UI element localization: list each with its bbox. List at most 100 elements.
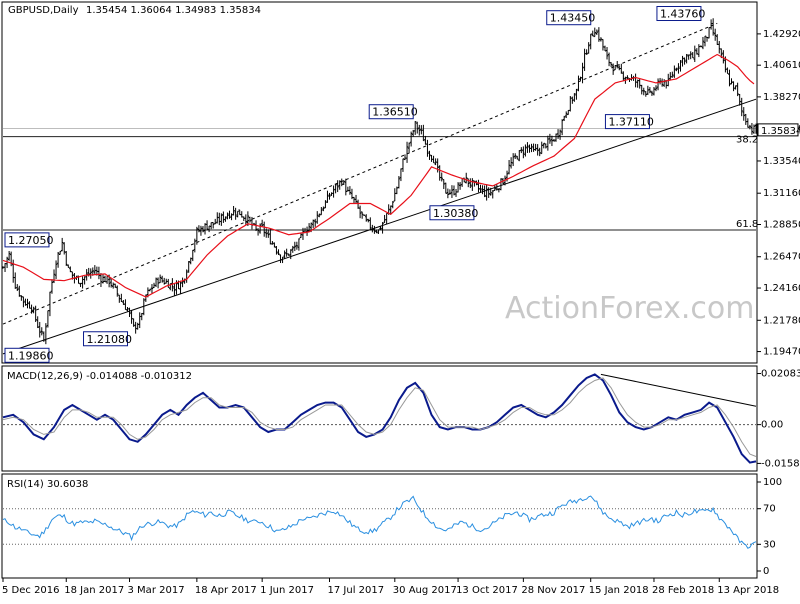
price-layer: 38.2 61.8 1.27050 1.19860 1.21080 1.36510 1.30… [1, 6, 758, 363]
rsi-header: RSI(14) 30.6038 [7, 479, 88, 490]
ohlc-bar [691, 51, 694, 59]
ohlc-bar [593, 27, 596, 38]
ohlc-bar [540, 141, 543, 155]
ohlc-bar [187, 261, 190, 273]
ohlc-bar [750, 122, 754, 135]
price-label: 1.37110 [604, 114, 654, 130]
x-tick-label: 5 Dec 2016 [2, 585, 60, 596]
ohlc-bar [520, 147, 523, 154]
price-label: 1.21080 [83, 331, 132, 347]
ohlc-bar [52, 269, 56, 284]
ohlc-bar [542, 142, 545, 149]
symbol-title: GBPUSD,Daily [8, 5, 79, 16]
price-label: 1.43760 [656, 6, 705, 22]
ohlc-bar [507, 160, 511, 175]
last-price-label: 1.35834 [761, 126, 800, 137]
ohlc-bar [271, 240, 274, 245]
ohlc-bar [307, 223, 311, 232]
ohlc-bar [677, 63, 680, 74]
ohlc-bar [585, 49, 588, 55]
ohlc-bar [99, 273, 103, 288]
ohlc-bar [416, 121, 419, 134]
ohlc-bar [675, 67, 678, 72]
ohlc-bar [609, 62, 613, 67]
last-price-box [757, 123, 799, 137]
ohlc-bar [469, 178, 472, 189]
ohlc-bar [538, 147, 541, 157]
ohlc-bar [381, 222, 384, 234]
macd-layer [2, 373, 757, 464]
ohlc-bar [385, 213, 388, 225]
x-tick-label: 18 Apr 2017 [195, 585, 257, 596]
price-label: 1.30380 [429, 205, 478, 221]
ohlc-bar [171, 278, 174, 292]
ohlc-bar [444, 182, 448, 194]
ohlc-bar [360, 211, 364, 219]
ohlc-bar [114, 283, 117, 288]
ohlc-bar [181, 277, 184, 288]
ohlc-bar [565, 111, 568, 119]
ohlc-bar [599, 37, 603, 42]
ohlc-bar [397, 176, 401, 189]
ohlc-bar [342, 180, 345, 185]
ohlc-bar [224, 216, 227, 222]
price-y-tick-label: 1.42920 [763, 29, 800, 40]
ohlc-bar [442, 179, 445, 190]
ohlc-bar [562, 115, 566, 121]
ohlc-bar [89, 268, 92, 279]
ohlc-bar [418, 124, 421, 136]
x-tick-label: 13 Oct 2017 [456, 585, 518, 596]
ohlc-bar [58, 250, 62, 255]
ohlc-bar [699, 45, 703, 48]
ohlc-bar [144, 294, 148, 302]
x-tick-label: 18 Jan 2017 [64, 585, 124, 596]
ohlc-bar [693, 45, 696, 63]
rsi-y-tick-label: 30 [763, 539, 776, 550]
ohlc-bar [211, 222, 215, 229]
ohlc-bar [648, 87, 652, 94]
ohlc-bar [244, 214, 248, 226]
ohlc-bar [232, 205, 235, 216]
price-label-box [83, 331, 129, 347]
price-label-box [604, 114, 650, 130]
ohlc-bar [7, 250, 11, 261]
ohlc-bar [320, 206, 323, 216]
ohlc-bar [67, 264, 70, 269]
ohlc-bar [36, 316, 39, 329]
ohlc-bar [489, 187, 492, 196]
x-tick-label: 13 Apr 2018 [717, 585, 779, 596]
price-y-tick-label: 1.33540 [763, 156, 800, 167]
watermark-text: ActionForex.com [505, 291, 754, 326]
ohlc-bar [40, 327, 43, 336]
price-label-text: 1.36510 [372, 106, 418, 119]
price-label-text: 1.43450 [550, 12, 596, 25]
rsi-line [2, 495, 757, 549]
ohlc-bar [324, 200, 327, 209]
x-tick-label: 28 Feb 2018 [652, 585, 714, 596]
ohlc-bar [605, 47, 609, 60]
ohlc-bar [536, 144, 539, 156]
ohlc-bar [22, 296, 25, 308]
price-y-tick-label: 1.21780 [763, 315, 800, 326]
price-label-text: 1.19860 [8, 349, 54, 362]
rsi-layer [2, 495, 757, 549]
ohlc-bar [611, 63, 615, 75]
ohlc-bar [293, 241, 297, 252]
ohlc-bar [428, 150, 431, 160]
ohlc-bar [477, 179, 480, 193]
ohlc-bar [109, 278, 113, 288]
ohlc-bar [450, 185, 454, 198]
ohlc-bar [301, 227, 305, 240]
ohlc-values: 1.35454 1.36064 1.34983 1.35834 [86, 5, 261, 16]
ohlc-bar [581, 62, 584, 84]
ohlc-bar [556, 129, 560, 139]
ohlc-bar [214, 218, 217, 225]
ohlc-bar [722, 50, 725, 64]
ohlc-bar [483, 185, 486, 198]
price-label: 1.27050 [4, 232, 54, 248]
axis-layer: 1.429201.406101.382701.359401.335401.311… [2, 29, 800, 596]
ohlc-bar [736, 82, 739, 97]
ohlc-bar [34, 305, 37, 322]
ohlc-bar [597, 27, 601, 42]
ohlc-bar [511, 153, 515, 167]
